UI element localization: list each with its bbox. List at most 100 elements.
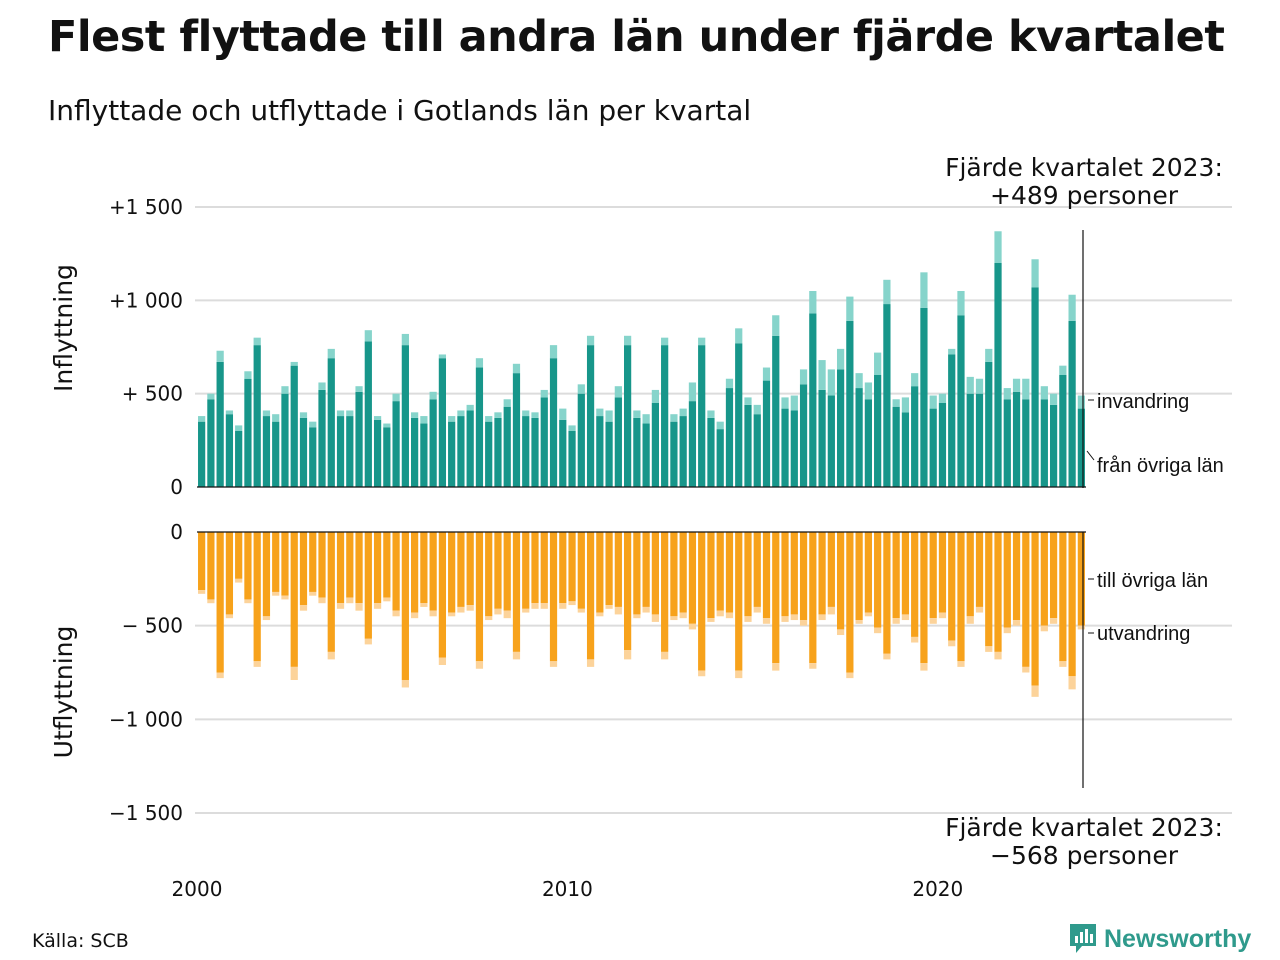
utflyttning-bar-42 [577,532,585,609]
inflyttning-bar-82 [948,354,956,487]
legend-tick-fran-ovriga-lan [1086,450,1095,461]
inflyttning-bar-22 [392,401,400,487]
utflyttning-bar-30 [466,532,474,606]
inflyttning-bar-stack-96 [1077,395,1085,409]
legend-label-utvandring: utvandring [1097,623,1190,645]
utflyttning-bar-80 [929,532,937,619]
utflyttning-bar-96 [1077,532,1085,626]
utflyttning-bar-stack-88 [1003,627,1011,634]
utflyttning-bar-18 [355,532,363,604]
utflyttning-bar-stack-29 [457,606,465,613]
inflyttning-bar-stack-51 [661,337,669,346]
utflyttning-bar-50 [651,532,659,615]
inflyttning-bar-60 [744,404,752,487]
inflyttning-bar-51 [661,345,669,487]
inflyttning-bar-52 [670,421,678,487]
inflyttning-bar-stack-40 [559,408,567,420]
utflyttning-bar-55 [698,532,706,671]
inflyttning-bar-stack-20 [373,416,382,420]
utflyttning-bar-73 [864,532,872,613]
utflyttning-bar-stack-1 [198,590,206,594]
utflyttning-bar-stack-42 [577,608,585,613]
utflyttning-bar-stack-38 [540,603,548,609]
inflyttning-bar-stack-93 [1049,393,1058,405]
inflyttning-bar-11 [290,365,298,487]
inflyttning-bar-85 [975,393,984,487]
inflyttning-bar-39 [549,358,558,487]
utflyttning-bar-37 [531,532,539,604]
utflyttning-bar-stack-48 [633,614,641,619]
inflyttning-bar-stack-12 [299,412,308,418]
utflyttning-bar-32 [485,532,493,617]
utflyttning-bar-61 [753,532,761,607]
utflyttning-bar-stack-46 [614,606,622,615]
utflyttning-bar-66 [799,532,808,621]
utflyttning-bar-stack-84 [966,616,974,624]
inflyttning-bar-stack-69 [827,369,835,396]
utflyttning-bar-70 [836,532,845,630]
utflyttning-bar-4 [225,532,234,615]
utflyttning-bar-21 [383,532,391,598]
inflyttning-bar-stack-5 [235,425,243,431]
utflyttning-bar-stack-9 [272,591,280,596]
utflyttning-bar-17 [346,532,354,598]
utflyttning-bar-stack-83 [957,661,965,667]
utflyttning-bar-91 [1031,532,1039,686]
inflyttning-bar-3 [216,361,224,487]
utflyttning-bar-48 [633,532,641,615]
inflyttning-bar-33 [494,417,502,487]
inflyttning-bar-66 [799,384,808,487]
utflyttning-bar-58 [725,532,734,613]
inflyttning-bar-21 [383,427,391,487]
utflyttning-bar-74 [874,532,882,628]
inflyttning-bar-75 [883,304,891,487]
utflyttning-bar-8 [262,532,271,617]
utflyttning-bar-95 [1068,532,1076,677]
inflyttning-bar-stack-38 [540,389,548,398]
utflyttning-bar-stack-92 [1040,625,1048,632]
inflyttning-bar-24 [411,417,419,487]
inflyttning-bar-stack-60 [744,397,752,405]
utflyttning-bar-83 [957,532,965,662]
inflyttning-bar-10 [281,393,289,487]
inflyttning-bar-12 [299,417,308,487]
inflyttning-bar-68 [818,389,826,487]
inflyttning-bar-stack-1 [198,416,206,422]
x-tick-label-2000: 2000 [172,877,223,901]
utflyttning-bar-89 [1012,532,1021,621]
inflyttning-bar-16 [336,416,345,487]
x-tick-label-2020: 2020 [912,877,963,901]
utflyttning-bar-stack-79 [920,663,928,671]
utflyttning-bar-stack-40 [559,603,567,609]
inflyttning-bar-stack-66 [799,369,808,385]
inflyttning-bar-stack-62 [762,367,771,381]
inflyttning-bar-36 [522,416,530,487]
utflyttning-bar-12 [299,532,308,606]
utflyttning-bar-56 [707,532,715,619]
utflyttning-bar-stack-72 [855,620,863,624]
utflyttning-bar-stack-41 [568,601,576,606]
inflyttning-bar-stack-64 [781,397,789,409]
utflyttning-bar-stack-45 [605,605,613,609]
inflyttning-bar-stack-89 [1012,378,1021,392]
inflyttning-bar-25 [420,423,428,487]
inflyttning-bar-47 [624,345,632,487]
utflyttning-bar-stack-47 [624,650,632,660]
utflyttning-bar-43 [586,532,595,660]
inflyttning-bar-stack-52 [670,414,678,422]
utflyttning-bar-3 [216,532,224,673]
utflyttning-bar-69 [827,532,835,607]
utflyttning-bar-stack-81 [938,612,947,619]
inflyttning-bar-stack-84 [966,376,974,394]
utflyttning-bar-stack-54 [688,623,697,630]
inflyttning-bar-9 [272,421,280,487]
utflyttning-bar-stack-11 [290,666,298,680]
utflyttning-bar-stack-95 [1068,676,1076,690]
inflyttning-bar-6 [244,378,252,487]
utflyttning-bar-stack-78 [911,636,919,643]
inflyttning-bar-72 [855,388,863,487]
utflyttning-bar-stack-16 [336,603,345,609]
inflyttning-bar-74 [874,375,882,487]
inflyttning-bar-stack-68 [818,360,826,390]
